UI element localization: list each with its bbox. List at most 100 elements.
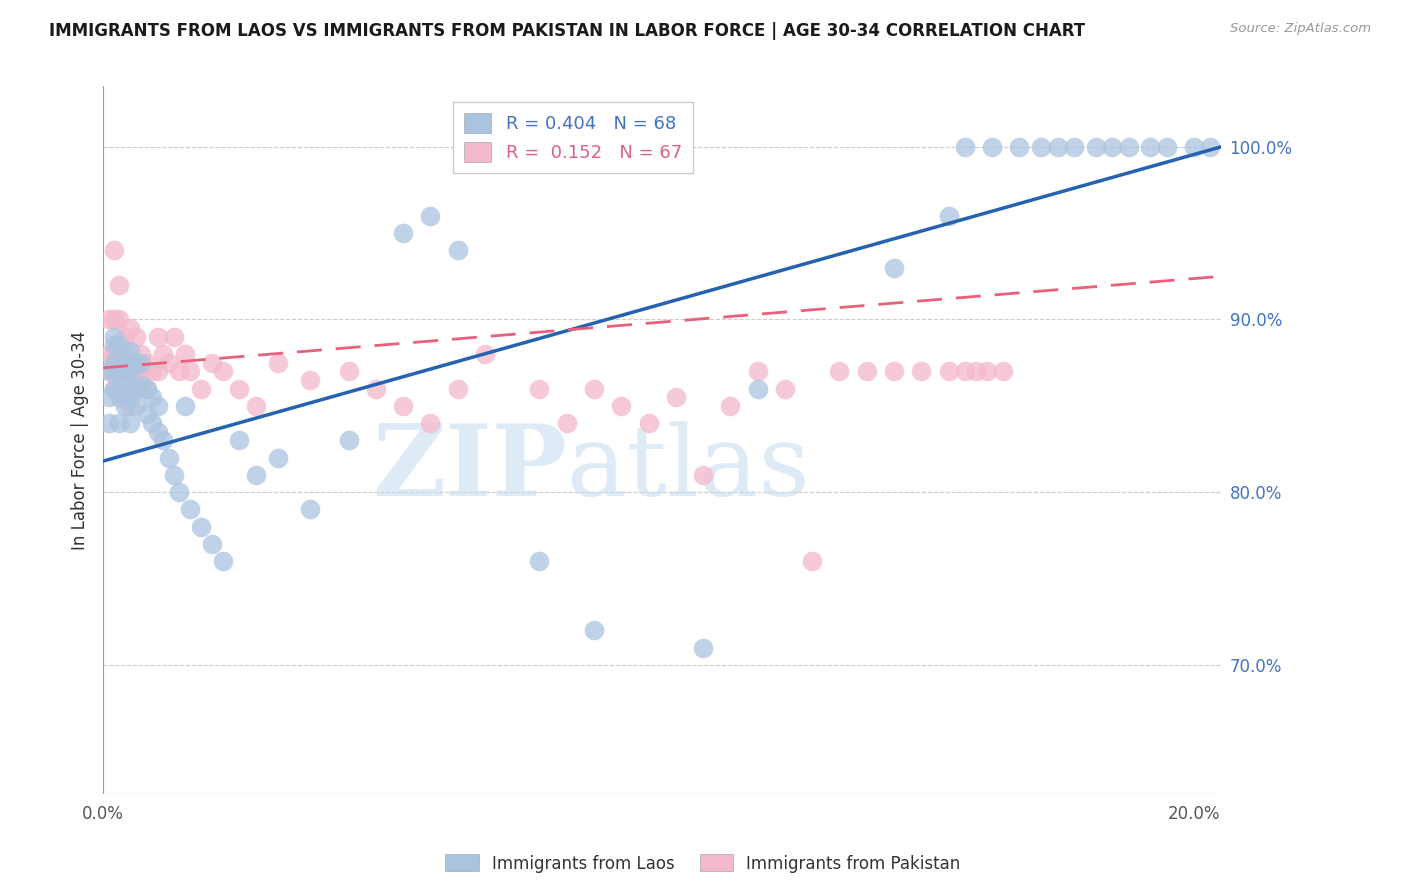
Point: [1118, 140, 1140, 154]
Point: [108, 277, 131, 292]
Point: [141, 364, 163, 378]
Point: [146, 364, 169, 378]
Text: Source: ZipAtlas.com: Source: ZipAtlas.com: [1230, 22, 1371, 36]
Point: [883, 364, 905, 378]
Point: [991, 364, 1014, 378]
Point: [108, 347, 131, 361]
Point: [965, 364, 987, 378]
Point: [152, 434, 174, 448]
Point: [120, 416, 142, 430]
Point: [828, 364, 851, 378]
Point: [190, 519, 212, 533]
Point: [103, 312, 125, 326]
Point: [419, 416, 441, 430]
Point: [976, 364, 998, 378]
Point: [337, 434, 360, 448]
Point: [883, 260, 905, 275]
Text: ZIP: ZIP: [373, 420, 567, 517]
Point: [108, 382, 131, 396]
Point: [131, 378, 153, 392]
Point: [665, 390, 688, 404]
Point: [157, 356, 180, 370]
Point: [157, 450, 180, 465]
Point: [141, 390, 163, 404]
Point: [337, 364, 360, 378]
Point: [179, 364, 201, 378]
Point: [114, 364, 136, 378]
Point: [114, 347, 136, 361]
Point: [773, 382, 796, 396]
Point: [131, 356, 153, 370]
Point: [97, 364, 120, 378]
Point: [174, 399, 197, 413]
Point: [135, 356, 157, 370]
Point: [266, 356, 288, 370]
Point: [108, 416, 131, 430]
Legend: Immigrants from Laos, Immigrants from Pakistan: Immigrants from Laos, Immigrants from Pa…: [439, 847, 967, 880]
Point: [938, 364, 960, 378]
Point: [953, 140, 976, 154]
Point: [103, 338, 125, 352]
Point: [692, 640, 714, 655]
Point: [97, 390, 120, 404]
Point: [103, 382, 125, 396]
Point: [474, 347, 496, 361]
Point: [201, 537, 224, 551]
Point: [228, 382, 250, 396]
Point: [1008, 140, 1031, 154]
Point: [555, 416, 578, 430]
Point: [114, 382, 136, 396]
Point: [245, 467, 267, 482]
Point: [953, 364, 976, 378]
Point: [419, 209, 441, 223]
Point: [125, 356, 148, 370]
Point: [120, 399, 142, 413]
Point: [582, 382, 605, 396]
Point: [120, 390, 142, 404]
Point: [103, 382, 125, 396]
Point: [212, 364, 235, 378]
Point: [1101, 140, 1123, 154]
Point: [1063, 140, 1085, 154]
Point: [108, 312, 131, 326]
Point: [131, 373, 153, 387]
Point: [141, 416, 163, 430]
Point: [981, 140, 1004, 154]
Point: [228, 434, 250, 448]
Point: [108, 390, 131, 404]
Point: [135, 382, 157, 396]
Point: [637, 416, 659, 430]
Point: [529, 554, 551, 568]
Point: [108, 338, 131, 352]
Point: [125, 364, 148, 378]
Point: [1031, 140, 1053, 154]
Point: [114, 399, 136, 413]
Point: [392, 226, 415, 240]
Point: [299, 373, 322, 387]
Point: [392, 399, 415, 413]
Point: [125, 330, 148, 344]
Point: [103, 244, 125, 258]
Point: [146, 330, 169, 344]
Point: [855, 364, 877, 378]
Point: [135, 382, 157, 396]
Point: [245, 399, 267, 413]
Point: [120, 364, 142, 378]
Point: [801, 554, 824, 568]
Y-axis label: In Labor Force | Age 30-34: In Labor Force | Age 30-34: [72, 331, 89, 550]
Point: [120, 343, 142, 358]
Point: [201, 356, 224, 370]
Point: [169, 485, 191, 500]
Point: [103, 330, 125, 344]
Point: [103, 364, 125, 378]
Point: [1156, 140, 1178, 154]
Point: [1139, 140, 1161, 154]
Point: [146, 399, 169, 413]
Point: [1084, 140, 1107, 154]
Point: [125, 382, 148, 396]
Point: [120, 321, 142, 335]
Point: [103, 356, 125, 370]
Point: [179, 502, 201, 516]
Point: [910, 364, 932, 378]
Point: [747, 382, 769, 396]
